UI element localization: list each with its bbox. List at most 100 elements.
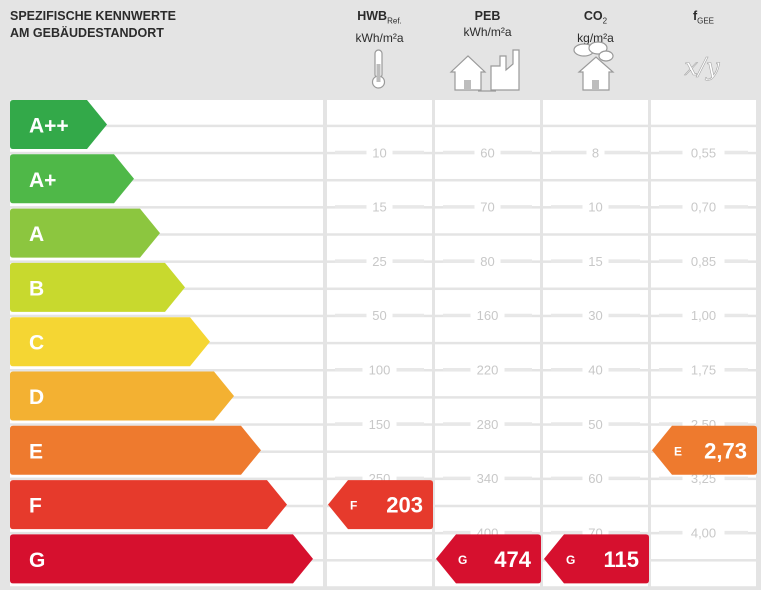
stripe-peb <box>435 100 540 125</box>
co2-sub: 2 <box>602 16 608 26</box>
class-arrow <box>10 534 313 584</box>
class-label: B <box>29 277 44 300</box>
indicator-arrow <box>328 480 433 530</box>
threshold-label-bg <box>682 361 725 378</box>
threshold-label-bg <box>474 144 501 161</box>
class-label: A <box>29 223 44 246</box>
house-smoke-icon <box>573 41 615 91</box>
threshold-label-bg <box>582 307 609 324</box>
value-indicators: F 203 G 474 G 115 E 2,73 <box>328 425 757 584</box>
column-header-peb: PEB kWh/m²a <box>435 8 540 40</box>
threshold-label: 0,70 <box>691 200 716 215</box>
threshold-label-bg <box>366 144 393 161</box>
threshold-label: 40 <box>588 363 602 378</box>
stripe-hwb <box>327 534 432 560</box>
class-arrow <box>10 262 185 312</box>
threshold-label-bg <box>582 198 609 215</box>
stripe-hwb <box>327 100 432 125</box>
peb-name: PEB <box>474 9 501 23</box>
threshold-label-bg <box>582 361 609 378</box>
threshold-label: 60 <box>588 471 602 486</box>
hwb-name: HWB <box>357 9 388 23</box>
threshold-label-bg <box>366 198 393 215</box>
column-header-hwb: HWBRef. kWh/m²a <box>327 8 432 46</box>
stripe-co2 <box>543 100 648 125</box>
class-label: F <box>29 495 42 518</box>
threshold-label: 60 <box>480 145 494 160</box>
indicator-class: G <box>566 553 575 567</box>
indicator-arrow <box>436 534 541 584</box>
class-label: C <box>29 332 44 355</box>
threshold-label-bg <box>582 252 609 269</box>
class-arrow <box>10 100 107 149</box>
threshold-label-bg <box>470 470 505 487</box>
threshold-label: 50 <box>372 308 386 323</box>
column-header-co2: CO2 kg/m²a <box>543 8 648 46</box>
class-arrow <box>10 154 134 204</box>
title-line-1: SPEZIFISCHE KENNWERTE <box>10 9 176 23</box>
thermometer-icon <box>371 49 386 89</box>
threshold-label-bg <box>682 252 725 269</box>
indicator-value: 474 <box>494 547 531 572</box>
ratio-icon: x/y <box>684 53 720 81</box>
threshold-label: 220 <box>477 363 499 378</box>
stripe-fgee <box>651 561 756 587</box>
threshold-label-bg <box>682 198 725 215</box>
threshold-label: 160 <box>477 308 499 323</box>
threshold-label-bg <box>474 252 501 269</box>
threshold-label: 10 <box>588 200 602 215</box>
threshold-layer: 1015255010015025060708016022028034040081… <box>335 144 748 541</box>
class-label: A+ <box>29 169 56 192</box>
indicator-arrow <box>652 425 757 475</box>
indicator-class: F <box>350 499 357 513</box>
threshold-label-bg <box>582 415 609 432</box>
class-arrow <box>10 208 160 258</box>
threshold-label: 1,00 <box>691 308 716 323</box>
fgee-sub: GEE <box>697 16 715 26</box>
threshold-label-bg <box>366 307 393 324</box>
house-factory-icon <box>449 49 520 92</box>
threshold-label-bg <box>682 307 725 324</box>
threshold-label-bg <box>682 144 725 161</box>
threshold-label: 70 <box>480 200 494 215</box>
co2-unit: kg/m²a <box>577 30 614 45</box>
class-arrow <box>10 371 234 421</box>
hwb-sub: Ref. <box>387 16 402 26</box>
threshold-label-bg <box>362 361 397 378</box>
class-arrow <box>10 317 210 367</box>
peb-unit: kWh/m²a <box>463 25 512 39</box>
threshold-label: 30 <box>588 308 602 323</box>
threshold-label: 0,55 <box>691 145 716 160</box>
threshold-label: 15 <box>372 200 386 215</box>
threshold-label-bg <box>470 415 505 432</box>
class-label: D <box>29 386 44 409</box>
threshold-label: 3,25 <box>691 471 716 486</box>
stripe-fgee <box>651 100 756 125</box>
threshold-label-bg <box>366 252 393 269</box>
indicator-value: 2,73 <box>704 438 747 463</box>
threshold-label: 280 <box>477 417 499 432</box>
threshold-label-bg <box>470 307 505 324</box>
class-label: G <box>29 549 45 572</box>
class-arrows: A++ A+ A B C D E F G <box>10 100 313 584</box>
indicator-class: E <box>674 444 682 458</box>
threshold-label-bg <box>362 415 397 432</box>
class-label: A++ <box>29 115 69 138</box>
threshold-label: 150 <box>369 417 391 432</box>
indicator-value: 203 <box>386 493 423 518</box>
class-arrow <box>10 480 287 530</box>
threshold-label: 4,00 <box>691 525 716 540</box>
column-header-fgee: fGEE <box>651 8 756 30</box>
indicator-class: G <box>458 553 467 567</box>
class-arrow <box>10 425 261 475</box>
threshold-label: 80 <box>480 254 494 269</box>
title-line-2: AM GEBÄUDESTANDORT <box>10 26 164 40</box>
threshold-label: 50 <box>588 417 602 432</box>
threshold-label-bg <box>586 144 605 161</box>
threshold-label-bg <box>474 198 501 215</box>
threshold-label: 15 <box>588 254 602 269</box>
threshold-label: 340 <box>477 471 499 486</box>
threshold-label: 25 <box>372 254 386 269</box>
threshold-label-bg <box>582 470 609 487</box>
